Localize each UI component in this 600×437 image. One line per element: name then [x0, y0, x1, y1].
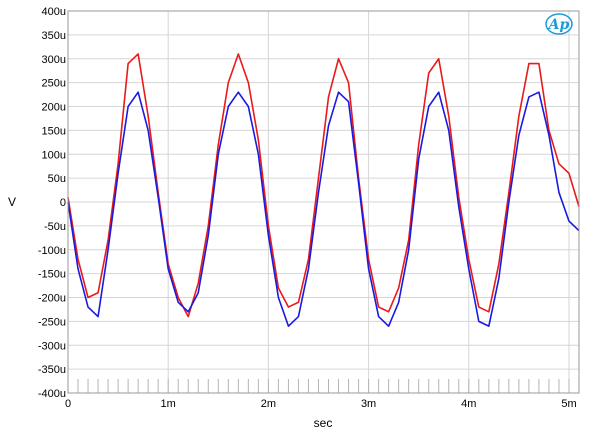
y-tick-label: -50u — [44, 221, 66, 233]
y-tick-label: -200u — [38, 293, 66, 305]
y-tick-label: -100u — [38, 245, 66, 257]
plot-frame — [67, 10, 580, 394]
x-tick-label: 5m — [561, 398, 576, 410]
y-tick-label: 100u — [42, 149, 66, 161]
series-line-1 — [67, 91, 580, 327]
y-tick-labels: 400u 350u 300u 250u 200u 150u 100u 50u 0 -50u -100… — [38, 6, 66, 400]
y-tick-label: 200u — [42, 102, 66, 114]
y-tick-label: -250u — [38, 316, 66, 328]
ap-logo-text: Ap — [547, 17, 570, 33]
minor-ticks — [77, 379, 570, 393]
x-tick-label: 2m — [261, 398, 276, 410]
x-tick-label: 0 — [65, 398, 71, 410]
series-layer — [67, 53, 580, 327]
series-line-0 — [67, 53, 580, 318]
y-tick-label: 0 — [60, 197, 66, 209]
x-tick-label: 1m — [161, 398, 176, 410]
x-tick-label: 4m — [461, 398, 476, 410]
y-tick-label: 300u — [42, 54, 66, 66]
x-axis-title: sec — [314, 416, 333, 430]
y-tick-label: -150u — [38, 269, 66, 281]
grid — [67, 10, 579, 394]
y-axis-title: V — [8, 195, 16, 209]
y-tick-label: 150u — [42, 125, 66, 137]
y-tick-label: 50u — [48, 173, 66, 185]
y-tick-label: -350u — [38, 364, 66, 376]
x-tick-labels: 0 1m 2m 3m 4m 5m — [65, 398, 577, 410]
x-tick-label: 3m — [361, 398, 376, 410]
y-tick-label: 250u — [42, 78, 66, 90]
y-tick-label: -400u — [38, 388, 66, 400]
ap-logo-icon: Ap — [545, 13, 573, 35]
y-tick-label: 350u — [42, 30, 66, 42]
y-tick-label: -300u — [38, 340, 66, 352]
y-tick-label: 400u — [42, 6, 66, 18]
